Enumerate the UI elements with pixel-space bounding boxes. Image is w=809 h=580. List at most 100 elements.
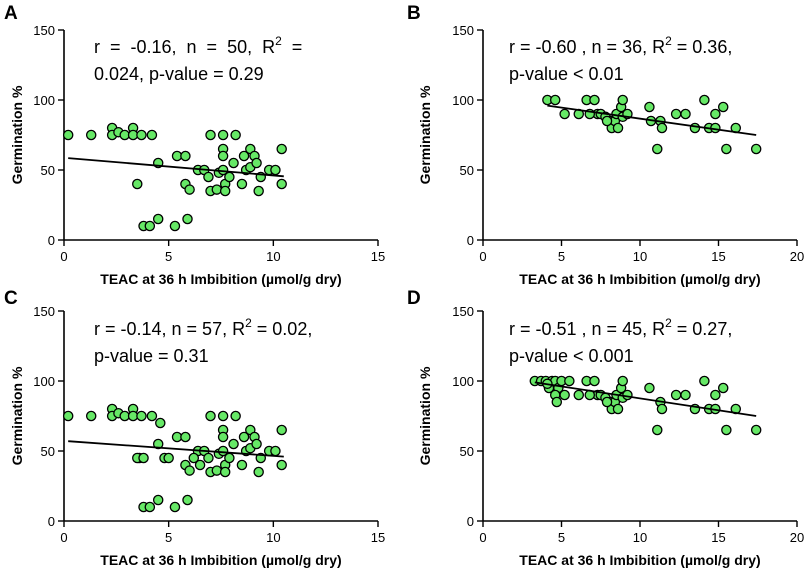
stats-line-1: r = -0.51 , n = 45, R2 = 0.27, — [509, 316, 732, 339]
data-point — [589, 375, 600, 387]
data-point — [132, 178, 143, 190]
stats-line-1: r = -0.60 , n = 36, R2 = 0.36, — [509, 34, 732, 57]
data-point — [270, 164, 281, 176]
x-tick-label: 20 — [790, 249, 804, 264]
y-tick-label: 150 — [452, 304, 474, 319]
data-point — [224, 452, 235, 464]
data-point — [564, 375, 575, 387]
data-point — [253, 466, 264, 478]
data-point — [205, 129, 216, 141]
x-tick-label: 15 — [371, 249, 385, 264]
x-tick-label: 15 — [711, 530, 725, 545]
data-point — [710, 108, 721, 120]
y-axis-title: Germination % — [9, 85, 25, 184]
data-point — [710, 389, 721, 401]
data-point — [251, 438, 262, 450]
panel-letter: B — [407, 3, 421, 24]
data-point — [236, 459, 248, 471]
data-point — [251, 157, 262, 169]
data-point — [85, 410, 97, 422]
x-tick-label: 5 — [165, 249, 172, 264]
x-tick-label: 10 — [633, 249, 647, 264]
data-point — [559, 108, 570, 120]
x-tick-label: 10 — [266, 249, 280, 264]
data-point — [644, 382, 655, 394]
data-point — [146, 129, 158, 141]
y-axis-title: Germination % — [417, 85, 433, 184]
y-axis-title: Germination % — [417, 366, 433, 465]
y-tick-label: 50 — [460, 163, 474, 178]
data-point — [211, 465, 223, 476]
panel-d: D 0 50 100 150 0 5 10 15 20 TEAC at 36 h Imbibitio… — [407, 288, 804, 568]
regression-line — [547, 104, 757, 136]
data-point — [224, 171, 235, 183]
data-point — [699, 94, 710, 106]
data-point — [670, 389, 682, 401]
y-tick-label: 50 — [41, 163, 55, 178]
y-axis-title: Germination % — [9, 366, 25, 465]
data-point — [601, 115, 613, 127]
data-point — [644, 101, 655, 113]
data-point — [721, 424, 732, 436]
data-point — [612, 403, 624, 415]
panel-letter: D — [407, 288, 421, 309]
stats-line-1: r = -0.16, n = 50, R2 = — [94, 34, 302, 57]
stats-line-2: p-value < 0.01 — [509, 64, 624, 84]
data-point — [276, 178, 287, 190]
regression-line — [534, 381, 757, 417]
x-axis-title: TEAC at 36 h Imbibition (µmol/g dry) — [100, 271, 341, 287]
y-tick-label: 0 — [48, 514, 55, 529]
x-axis-title: TEAC at 36 h Imbibition (µmol/g dry) — [519, 271, 760, 287]
panel-letter: C — [4, 288, 18, 309]
data-point — [138, 452, 149, 464]
panel-letter: A — [4, 3, 18, 24]
x-axis-title: TEAC at 36 h Imbibition (µmol/g dry) — [519, 552, 760, 568]
data-point — [230, 410, 241, 422]
stats-line-2: p-value < 0.001 — [509, 346, 634, 366]
data-point — [144, 501, 156, 513]
data-point — [152, 213, 164, 225]
x-tick-label: 5 — [558, 530, 565, 545]
data-point — [750, 424, 762, 436]
data-point — [750, 143, 762, 155]
data-point — [182, 213, 193, 225]
data-point — [205, 410, 216, 422]
y-tick-label: 150 — [452, 23, 474, 38]
data-point — [238, 431, 250, 443]
panel-b: B 0 50 100 150 0 5 10 15 20 TEAC at 36 h Imbibitio… — [407, 3, 804, 287]
data-point — [699, 375, 710, 387]
data-point — [184, 184, 195, 195]
data-point — [219, 466, 231, 478]
y-tick-label: 0 — [48, 233, 55, 248]
data-point — [228, 157, 239, 169]
y-tick-label: 100 — [33, 374, 55, 389]
data-point — [276, 143, 287, 155]
y-tick-label: 150 — [33, 304, 55, 319]
data-point — [188, 452, 200, 464]
data-point — [152, 494, 164, 506]
x-tick-label: 15 — [711, 249, 725, 264]
data-point — [270, 445, 281, 457]
panel-c: C 0 50 100 150 0 5 10 15 TEAC at 36 h Imbibition … — [4, 288, 385, 568]
data-point — [217, 129, 229, 141]
data-point — [601, 396, 613, 408]
data-point — [217, 410, 229, 422]
y-tick-label: 50 — [460, 444, 474, 459]
data-point — [62, 129, 74, 141]
data-point — [182, 494, 193, 506]
data-point — [559, 389, 570, 401]
data-point — [217, 150, 229, 162]
x-axis-title: TEAC at 36 h Imbibition (µmol/g dry) — [100, 552, 341, 568]
x-tick-label: 15 — [371, 530, 385, 545]
y-tick-label: 0 — [467, 514, 474, 529]
data-point — [230, 129, 241, 141]
data-point — [622, 389, 633, 401]
data-point — [144, 220, 156, 232]
x-tick-label: 5 — [165, 530, 172, 545]
data-point — [194, 459, 206, 471]
data-point — [656, 403, 668, 415]
data-point — [721, 143, 732, 155]
y-tick-label: 100 — [452, 93, 474, 108]
data-point — [236, 178, 248, 190]
